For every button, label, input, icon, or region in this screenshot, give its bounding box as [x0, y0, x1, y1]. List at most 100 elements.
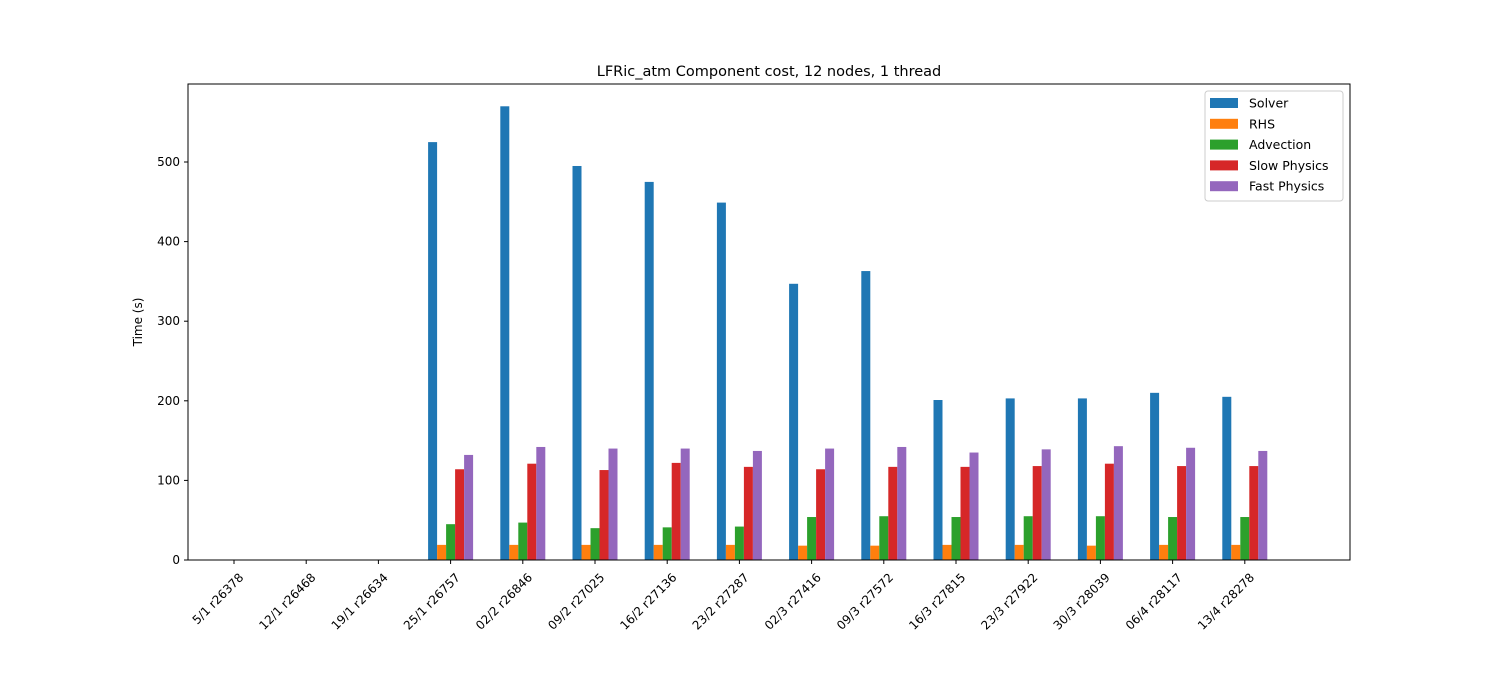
legend-swatch	[1210, 139, 1238, 150]
bar-advection	[662, 527, 672, 560]
x-tick-label: 23/2 r27287	[690, 570, 752, 632]
bar-fast-physics	[897, 446, 907, 560]
bar-solver	[1222, 396, 1232, 560]
bar-rhs	[942, 544, 952, 560]
legend-swatch	[1210, 98, 1238, 108]
bar-slow-physics	[455, 469, 465, 560]
x-axis: 5/1 r26378 12/1 r26468 19/1 r26634 25/1 r26…	[190, 560, 1257, 633]
x-tick-label: 25/1 r26757	[401, 570, 463, 632]
plot-frame	[187, 83, 1351, 561]
x-tick-label: 13/4 r28278	[1195, 570, 1257, 632]
bars-layer	[428, 106, 1268, 561]
bar-solver	[428, 142, 438, 561]
bar-rhs	[581, 544, 591, 560]
y-axis-label: Time (s)	[131, 298, 145, 348]
legend-swatch	[1210, 181, 1238, 192]
bar-advection	[446, 524, 456, 560]
y-tick-label: 100	[157, 473, 180, 487]
bar-advection	[1023, 516, 1033, 560]
x-tick-label: 12/1 r26468	[256, 570, 318, 632]
bar-solver	[716, 202, 726, 560]
bar-rhs	[653, 544, 663, 560]
bar-fast-physics	[1258, 450, 1268, 560]
legend-label: RHS	[1249, 116, 1275, 131]
bar-advection	[590, 528, 600, 560]
bar-fast-physics	[1186, 447, 1196, 560]
x-tick-label: 06/4 r28117	[1123, 570, 1185, 632]
bar-rhs	[509, 544, 519, 560]
legend-label: Solver	[1249, 96, 1289, 111]
y-tick-label: 200	[157, 394, 180, 408]
chart-title: LFRic_atm Component cost, 12 nodes, 1 th…	[597, 64, 942, 80]
y-tick-label: 400	[157, 235, 180, 249]
x-tick-label: 19/1 r26634	[329, 570, 391, 632]
legend-label: Slow Physics	[1249, 158, 1328, 173]
bar-rhs	[1159, 544, 1169, 560]
bar-slow-physics	[888, 466, 898, 560]
bar-slow-physics	[599, 470, 609, 560]
bar-solver	[933, 400, 943, 560]
x-tick-label: 02/2 r26846	[473, 570, 535, 632]
x-tick-label: 5/1 r26378	[190, 570, 247, 627]
x-tick-label: 16/3 r27815	[906, 570, 968, 632]
bar-advection	[951, 517, 961, 560]
legend-swatch	[1210, 118, 1238, 129]
bar-slow-physics	[527, 463, 537, 560]
bar-solver	[1150, 392, 1160, 560]
bar-slow-physics	[671, 462, 681, 560]
bar-rhs	[1086, 545, 1096, 560]
y-axis: 0 100 200 300 400 500	[157, 155, 188, 567]
x-tick-label: 02/3 r27416	[762, 570, 824, 632]
bar-rhs	[437, 544, 447, 560]
bar-rhs	[725, 544, 735, 560]
bar-fast-physics	[1041, 449, 1051, 560]
bar-advection	[1240, 517, 1250, 560]
bar-solver	[500, 106, 510, 560]
bar-fast-physics	[464, 454, 474, 560]
bar-slow-physics	[1249, 466, 1259, 560]
bar-solver	[1005, 398, 1015, 560]
bar-fast-physics	[608, 448, 618, 560]
bar-advection	[1095, 516, 1105, 560]
bar-advection	[518, 522, 528, 560]
bar-solver	[572, 165, 582, 561]
legend: Solver RHS Advection Slow Physics Fast Physi…	[1204, 90, 1344, 202]
bar-solver	[1077, 398, 1087, 560]
y-tick-label: 500	[157, 155, 180, 169]
bar-advection	[1168, 517, 1178, 560]
bar-slow-physics	[1104, 463, 1114, 560]
y-tick-label: 300	[157, 314, 180, 328]
bar-slow-physics	[743, 466, 753, 560]
legend-label: Advection	[1249, 137, 1311, 152]
bar-fast-physics	[680, 448, 690, 560]
x-tick-label: 16/2 r27136	[617, 570, 679, 632]
y-tick-label: 0	[172, 553, 180, 567]
bar-fast-physics	[825, 448, 835, 560]
x-tick-label: 30/3 r28039	[1051, 570, 1113, 632]
bar-fast-physics	[752, 450, 762, 560]
bar-slow-physics	[1032, 466, 1042, 560]
x-tick-label: 09/3 r27572	[834, 570, 896, 632]
legend-label: Fast Physics	[1249, 179, 1324, 194]
bar-rhs	[1014, 544, 1024, 560]
legend-swatch	[1210, 160, 1238, 171]
legend-box	[1204, 90, 1344, 202]
bar-slow-physics	[816, 469, 826, 560]
bar-rhs	[798, 545, 808, 560]
bar-fast-physics	[1113, 446, 1123, 560]
bar-solver	[789, 283, 799, 560]
bar-slow-physics	[1177, 466, 1187, 560]
bar-solver	[861, 271, 871, 560]
bar-fast-physics	[969, 452, 979, 560]
bar-rhs	[1231, 544, 1241, 560]
x-tick-label: 09/2 r27025	[545, 570, 607, 632]
bar-solver	[644, 181, 654, 560]
bar-fast-physics	[536, 446, 546, 560]
bar-slow-physics	[960, 466, 970, 560]
bar-advection	[807, 517, 817, 560]
bar-rhs	[870, 545, 880, 560]
bar-advection	[734, 526, 744, 560]
bar-advection	[879, 516, 889, 560]
x-tick-label: 23/3 r27922	[978, 570, 1040, 632]
